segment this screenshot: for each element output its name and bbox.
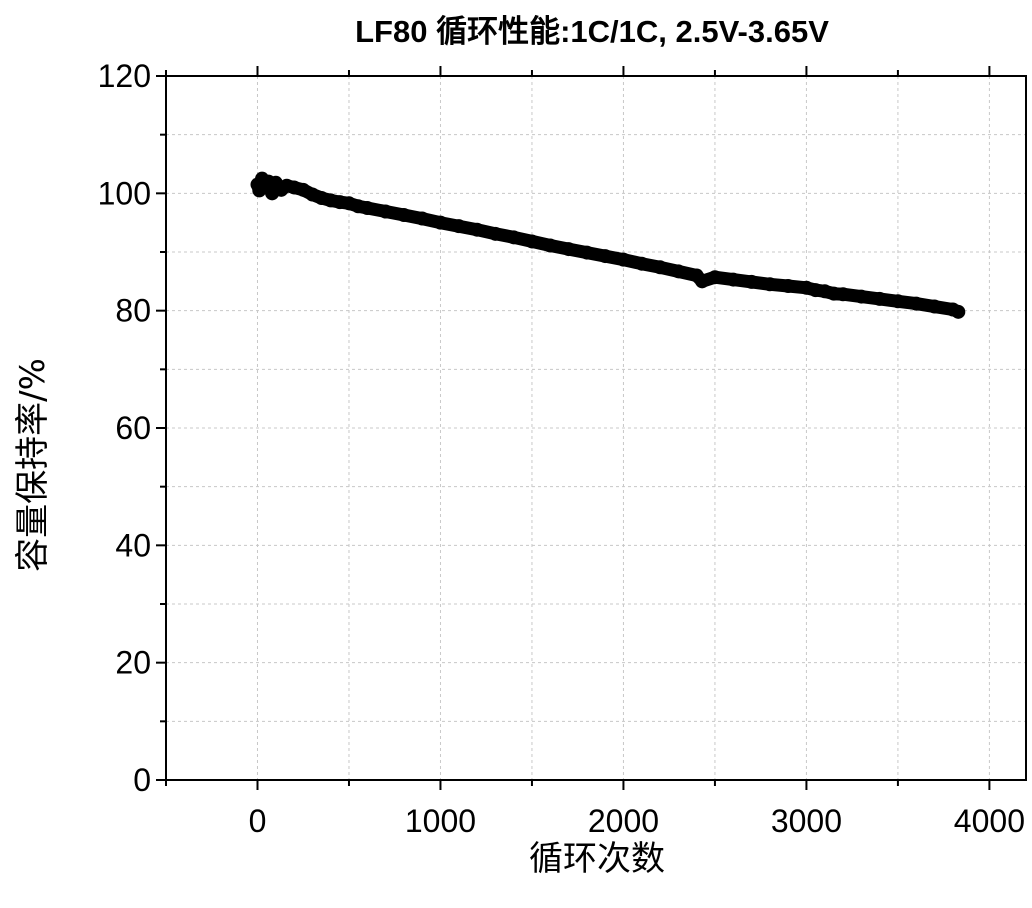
data-point xyxy=(909,296,924,311)
data-point xyxy=(470,222,485,237)
data-point xyxy=(616,252,631,267)
axis-ticks xyxy=(156,66,991,790)
y-tick-label: 100 xyxy=(98,175,151,211)
data-point xyxy=(707,270,722,285)
data-point xyxy=(543,238,558,253)
data-band xyxy=(251,172,965,319)
y-tick-label: 120 xyxy=(98,58,151,94)
data-point xyxy=(653,260,668,275)
data-point xyxy=(781,279,796,294)
data-point xyxy=(433,215,448,230)
data-point xyxy=(415,211,430,226)
y-tick-label: 80 xyxy=(115,293,151,329)
data-point xyxy=(598,249,613,264)
data-point xyxy=(524,234,539,249)
y-tick-label: 0 xyxy=(133,762,151,798)
y-tick-label: 20 xyxy=(115,645,151,681)
x-tick-label: 3000 xyxy=(771,803,842,839)
data-point xyxy=(506,230,521,245)
x-tick-label: 4000 xyxy=(954,803,1025,839)
data-point xyxy=(378,204,393,219)
x-tick-label: 1000 xyxy=(405,803,476,839)
data-point xyxy=(726,272,741,287)
data-point xyxy=(561,242,576,257)
data-point xyxy=(927,299,942,314)
data-point xyxy=(634,256,649,271)
data-point xyxy=(836,287,851,302)
data-point xyxy=(854,289,869,304)
data-point xyxy=(695,274,710,289)
data-point xyxy=(744,274,759,289)
grid xyxy=(165,76,1026,780)
data-point xyxy=(890,294,905,309)
y-tick-label: 40 xyxy=(115,527,151,563)
x-tick-label: 2000 xyxy=(588,803,659,839)
data-series xyxy=(250,171,966,319)
data-point xyxy=(451,219,466,234)
y-tick-label: 60 xyxy=(115,410,151,446)
data-point xyxy=(951,304,966,319)
chart-title: LF80 循环性能:1C/1C, 2.5V-3.65V xyxy=(355,14,829,49)
data-point xyxy=(671,264,686,279)
data-point xyxy=(872,291,887,306)
x-tick-label: 0 xyxy=(249,803,267,839)
tick-labels: 0 1000 2000 3000 4000 0 20 40 60 80 100 120 xyxy=(98,58,1025,839)
data-point xyxy=(396,208,411,223)
data-point xyxy=(488,226,503,241)
data-point xyxy=(579,245,594,260)
y-axis-label: 容量保持率/% xyxy=(13,358,53,572)
data-point xyxy=(360,201,375,215)
data-point xyxy=(762,277,777,292)
x-axis-label: 循环次数 xyxy=(529,839,665,879)
